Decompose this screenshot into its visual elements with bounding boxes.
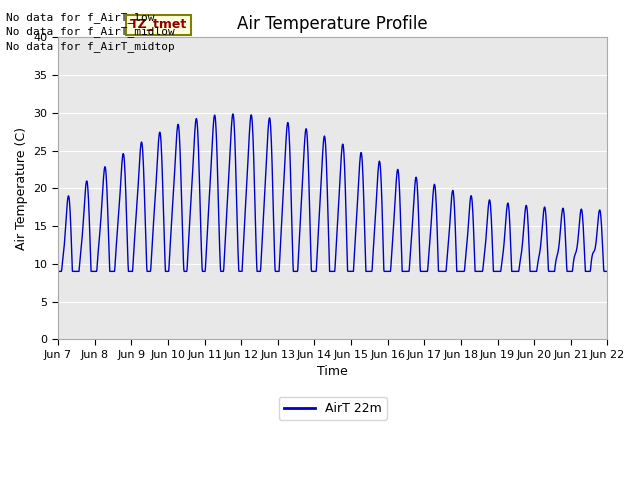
Text: TZ_tmet: TZ_tmet [129, 18, 187, 31]
Text: No data for f_AirT_midtop: No data for f_AirT_midtop [6, 41, 175, 52]
Legend: AirT 22m: AirT 22m [279, 397, 387, 420]
Y-axis label: Air Temperature (C): Air Temperature (C) [15, 127, 28, 250]
Title: Air Temperature Profile: Air Temperature Profile [237, 15, 428, 33]
Text: No data for f_AirT_midlow: No data for f_AirT_midlow [6, 26, 175, 37]
Text: No data for f_AirT_low: No data for f_AirT_low [6, 12, 155, 23]
X-axis label: Time: Time [317, 365, 348, 378]
